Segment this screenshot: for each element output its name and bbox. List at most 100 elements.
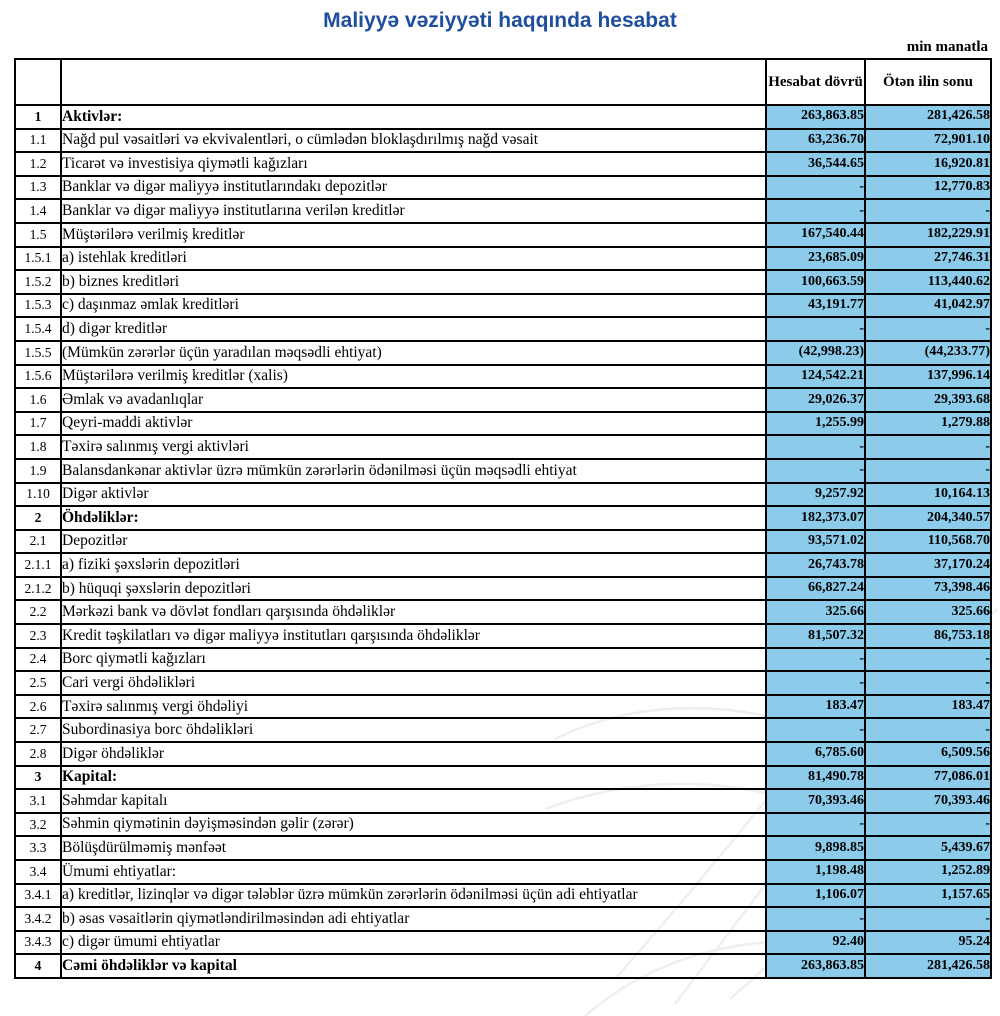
table-row: 3.2 Səhmin qiymətinin dəyişməsindən gəlir… bbox=[14, 811, 992, 838]
row-label: Müştərilərə verilmiş kreditlər bbox=[60, 221, 767, 248]
table-row: 1.4 Banklar və digər maliyyə institutları… bbox=[14, 198, 992, 224]
row-label: Bölüşdürülməmiş mənfəət bbox=[60, 835, 767, 861]
value-current: - bbox=[765, 811, 866, 838]
table-row: 3.4.2 b) əsas vəsaitlərin qiymətləndirilm… bbox=[14, 906, 992, 932]
row-number: 1.5.6 bbox=[14, 363, 62, 390]
row-number: 1.5.3 bbox=[14, 292, 62, 319]
value-previous: - bbox=[864, 457, 992, 484]
row-label: Nağd pul vəsaitləri və ekvivalentləri, o… bbox=[60, 127, 767, 154]
table-row: 2.1 Depozitlər 93,571.02 110,568.70 bbox=[14, 528, 992, 555]
table-row: 1.9 Balansdankənar aktivlər üzrə mümkün z… bbox=[14, 457, 992, 484]
value-previous: - bbox=[864, 316, 992, 342]
row-number: 2.6 bbox=[14, 693, 62, 720]
row-number: 1.9 bbox=[14, 457, 62, 484]
row-label: Əmlak və avadanlıqlar bbox=[60, 387, 767, 413]
table-row: 2.4 Borc qiymətli kağızları - - bbox=[14, 646, 992, 673]
row-label: Qeyri-maddi aktivlər bbox=[60, 410, 767, 437]
table-row: 2.1.1 a) fiziki şəxslərin depozitləri 26,7… bbox=[14, 552, 992, 578]
row-number: 1.5 bbox=[14, 221, 62, 248]
row-number: 1.5.5 bbox=[14, 339, 62, 366]
row-label: Borc qiymətli kağızları bbox=[60, 646, 767, 673]
row-number: 2.2 bbox=[14, 599, 62, 626]
value-current: 81,507.32 bbox=[765, 623, 866, 649]
value-previous: 12,770.83 bbox=[864, 174, 992, 201]
table-row: 1 Aktivlər: 263,863.85 281,426.58 bbox=[14, 104, 992, 130]
row-number: 2.1.1 bbox=[14, 552, 62, 578]
value-previous: 27,746.31 bbox=[864, 245, 992, 272]
table-row: 1.8 Təxirə salınmış vergi aktivləri - - bbox=[14, 434, 992, 460]
row-label: Digər öhdəliklər bbox=[60, 741, 767, 767]
value-previous: 113,440.62 bbox=[864, 269, 992, 295]
row-number: 1.10 bbox=[14, 481, 62, 508]
header-label-cell bbox=[60, 58, 767, 106]
value-current: 66,827.24 bbox=[765, 575, 866, 602]
row-number: 1.5.1 bbox=[14, 245, 62, 272]
value-current: 263,863.85 bbox=[765, 953, 866, 979]
row-number: 1.6 bbox=[14, 387, 62, 413]
row-number: 2.5 bbox=[14, 670, 62, 696]
row-number: 3.3 bbox=[14, 835, 62, 861]
value-previous: - bbox=[864, 906, 992, 932]
value-current: 1,106.07 bbox=[765, 882, 866, 909]
value-previous: 325.66 bbox=[864, 599, 992, 626]
value-previous: - bbox=[864, 646, 992, 673]
table-row: 2.1.2 b) hüquqi şəxslərin depozitləri 66,8… bbox=[14, 575, 992, 602]
value-current: 29,026.37 bbox=[765, 387, 866, 413]
value-current: 26,743.78 bbox=[765, 552, 866, 578]
table-row: 1.7 Qeyri-maddi aktivlər 1,255.99 1,279.88 bbox=[14, 410, 992, 437]
value-previous: 41,042.97 bbox=[864, 292, 992, 319]
value-current: 9,257.92 bbox=[765, 481, 866, 508]
table-row: 2.7 Subordinasiya borc öhdəlikləri - - bbox=[14, 717, 992, 744]
row-label: b) hüquqi şəxslərin depozitləri bbox=[60, 575, 767, 602]
value-current: 167,540.44 bbox=[765, 221, 866, 248]
row-label: Təxirə salınmış vergi öhdəliyi bbox=[60, 693, 767, 720]
table-row: 2.3 Kredit təşkilatları və digər maliyyə … bbox=[14, 623, 992, 649]
table-row: 1.5.3 c) daşınmaz əmlak kreditləri 43,191.… bbox=[14, 292, 992, 319]
row-label: c) daşınmaz əmlak kreditləri bbox=[60, 292, 767, 319]
table-row: 3.4.1 a) kreditlər, lizinqlər və digər tə… bbox=[14, 882, 992, 909]
value-current: - bbox=[765, 457, 866, 484]
value-previous: 10,164.13 bbox=[864, 481, 992, 508]
table-row: 1.6 Əmlak və avadanlıqlar 29,026.37 29,393.… bbox=[14, 387, 992, 413]
value-current: - bbox=[765, 434, 866, 460]
row-label: Digər aktivlər bbox=[60, 481, 767, 508]
value-previous: 204,340.57 bbox=[864, 505, 992, 531]
value-current: - bbox=[765, 670, 866, 696]
row-label: Cəmi öhdəliklər və kapital bbox=[60, 953, 767, 979]
value-current: (42,998.23) bbox=[765, 339, 866, 366]
value-previous: 86,753.18 bbox=[864, 623, 992, 649]
table-row: 1.10 Digər aktivlər 9,257.92 10,164.13 bbox=[14, 481, 992, 508]
row-number: 1.1 bbox=[14, 127, 62, 154]
value-current: 36,544.65 bbox=[765, 151, 866, 177]
row-label: (Mümkün zərərlər üçün yaradılan məqsədli… bbox=[60, 339, 767, 366]
table-row: 1.1 Nağd pul vəsaitləri və ekvivalentləri… bbox=[14, 127, 992, 154]
header-previous-period: Ötən ilin sonu bbox=[864, 58, 992, 106]
row-label: a) kreditlər, lizinqlər və digər tələblə… bbox=[60, 882, 767, 909]
value-previous: - bbox=[864, 670, 992, 696]
row-number: 1.4 bbox=[14, 198, 62, 224]
row-number: 3.1 bbox=[14, 788, 62, 814]
row-label: Ümumi ehtiyatlar: bbox=[60, 859, 767, 885]
table-row: 2.6 Təxirə salınmış vergi öhdəliyi 183.47 1… bbox=[14, 693, 992, 720]
value-current: 63,236.70 bbox=[765, 127, 866, 154]
value-current: - bbox=[765, 316, 866, 342]
row-number: 2.7 bbox=[14, 717, 62, 744]
row-label: c) digər ümumi ehtiyatlar bbox=[60, 929, 767, 956]
table-row: 1.5.4 d) digər kreditlər - - bbox=[14, 316, 992, 342]
row-label: Müştərilərə verilmiş kreditlər (xalis) bbox=[60, 363, 767, 390]
value-current: 1,198.48 bbox=[765, 859, 866, 885]
row-number: 3.2 bbox=[14, 811, 62, 838]
row-number: 3.4 bbox=[14, 859, 62, 885]
value-previous: 29,393.68 bbox=[864, 387, 992, 413]
row-number: 1.8 bbox=[14, 434, 62, 460]
value-current: 23,685.09 bbox=[765, 245, 866, 272]
row-label: Subordinasiya borc öhdəlikləri bbox=[60, 717, 767, 744]
row-label: Mərkəzi bank və dövlət fondları qarşısın… bbox=[60, 599, 767, 626]
value-previous: 16,920.81 bbox=[864, 151, 992, 177]
value-previous: 37,170.24 bbox=[864, 552, 992, 578]
value-current: 124,542.21 bbox=[765, 363, 866, 390]
table-row: 1.3 Banklar və digər maliyyə institutları… bbox=[14, 174, 992, 201]
row-number: 4 bbox=[14, 953, 62, 979]
row-label: b) əsas vəsaitlərin qiymətləndirilməsind… bbox=[60, 906, 767, 932]
value-previous: 110,568.70 bbox=[864, 528, 992, 555]
